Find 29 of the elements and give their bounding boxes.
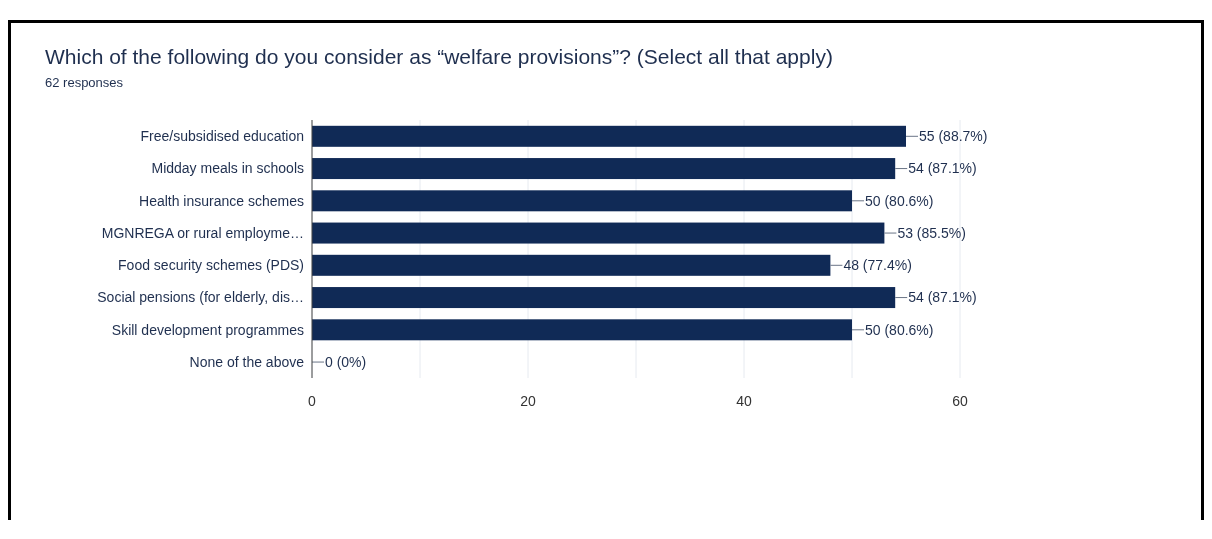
data-label: 53 (85.5%)	[897, 224, 966, 241]
text: 62 responses	[45, 75, 125, 90]
x-tick-label: 40	[736, 392, 752, 409]
y-tick-label: None of the above	[189, 353, 305, 370]
x-tick-label: 0	[308, 392, 317, 409]
x-tick-label: 20	[520, 392, 536, 409]
y-tick-label: Skill development programmes	[111, 321, 304, 338]
data-label: 48 (77.4%)	[843, 257, 912, 274]
y-tick-label: Social pensions (for elderly, dis…	[97, 289, 304, 306]
y-tick-label: Midday meals in schools	[151, 160, 304, 177]
data-label: 55 (88.7%)	[919, 128, 988, 145]
data-label: 54 (87.1%)	[908, 289, 977, 306]
data-label: 54 (87.1%)	[908, 160, 977, 177]
bar	[312, 158, 896, 180]
y-tick-label: Health insurance schemes	[139, 192, 304, 209]
data-label: 50 (80.6%)	[865, 192, 934, 209]
bar	[312, 319, 852, 341]
data-label: 50 (80.6%)	[865, 321, 934, 338]
y-tick-label: Food security schemes (PDS)	[118, 257, 304, 274]
bar	[312, 125, 906, 147]
data-label: 0 (0%)	[325, 353, 367, 370]
bar	[312, 222, 885, 244]
bar	[312, 190, 852, 212]
y-tick-label: Free/subsidised education	[140, 128, 304, 145]
y-tick-label: MGNREGA or rural employme…	[101, 224, 304, 241]
x-tick-label: 60	[952, 392, 968, 409]
bar	[312, 254, 831, 276]
chart-title: Which of the following do you consider as “welfare provisions”? (Select all that apply)	[45, 45, 834, 69]
bar	[312, 287, 896, 309]
